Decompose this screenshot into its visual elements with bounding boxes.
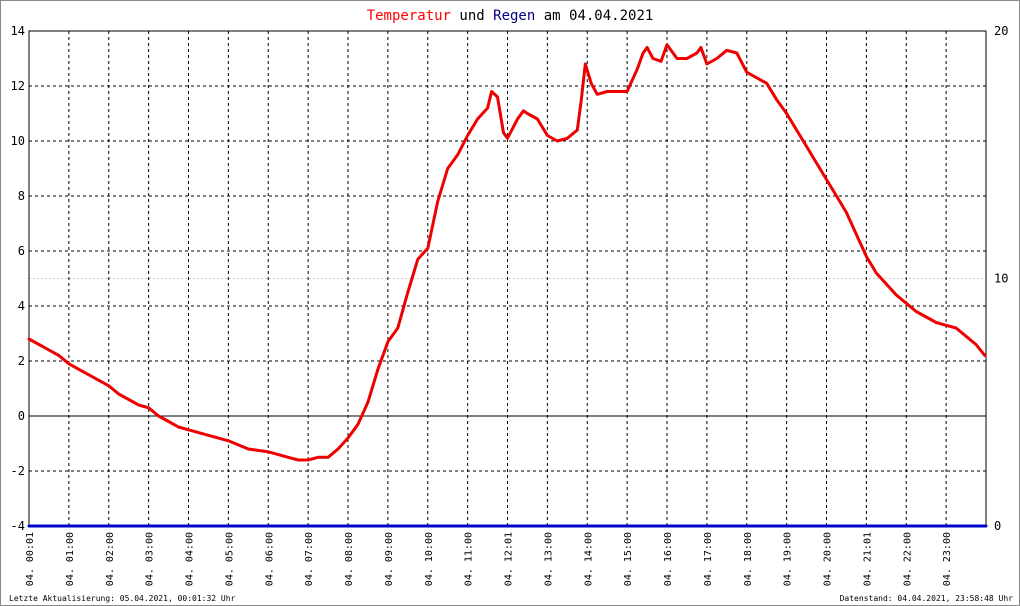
y-tick-label-left: 10: [11, 134, 25, 148]
y-tick-label-right: 0: [994, 519, 1001, 533]
x-tick-label: 04. 09:00: [384, 532, 395, 586]
x-tick-label: 04. 20:00: [823, 532, 834, 586]
x-tick-label: 04. 18:00: [743, 532, 754, 586]
y-tick-label-left: 2: [18, 354, 25, 368]
x-tick-label: 04. 12:01: [504, 532, 515, 586]
temperature-line: [27, 43, 987, 462]
series: [27, 43, 988, 528]
y-tick-label-right: 10: [994, 272, 1008, 286]
y-tick-label-left: -2: [11, 464, 25, 478]
x-tick-label: 04. 15:00: [623, 532, 634, 586]
title-date: am 04.04.2021: [535, 8, 653, 24]
x-tick-label: 04. 14:00: [583, 532, 594, 586]
x-tick-label: 04. 05:00: [224, 532, 235, 586]
x-tick-label: 04. 10:00: [424, 532, 435, 586]
y-tick-label-left: -4: [11, 519, 25, 533]
title-and: und: [451, 8, 493, 24]
x-tick-label: 04. 11:00: [464, 532, 475, 586]
tick-labels: -4 -2 0 2 4 6 8 10 12 14 0 10 20 04. 00:01 04. 01:00 04…: [11, 24, 1009, 586]
y-tick-label-left: 12: [11, 79, 25, 93]
x-tick-label: 04. 00:01: [25, 532, 36, 586]
x-tick-label: 04. 01:00: [65, 532, 76, 586]
title-rain: Regen: [493, 8, 535, 24]
footer-data-status: Datenstand: 04.04.2021, 23:58:48 Uhr: [840, 594, 1014, 603]
x-tick-label: 04. 08:00: [344, 532, 355, 586]
y-tick-label-left: 8: [18, 189, 25, 203]
y-tick-label-left: 0: [18, 409, 25, 423]
chart-title: Temperatur und Regen am 04.04.2021: [367, 8, 654, 24]
x-tick-label: 04. 17:00: [703, 532, 714, 586]
x-tick-label: 04. 04:00: [185, 532, 196, 586]
x-tick-label: 04. 21:01: [862, 532, 873, 586]
y-tick-label-left: 4: [18, 299, 25, 313]
grid: [29, 30, 986, 526]
y-tick-label-right: 20: [994, 24, 1008, 38]
y-tick-label-left: 14: [11, 24, 25, 38]
x-tick-label: 04. 07:00: [304, 532, 315, 586]
x-tick-label: 04. 22:00: [902, 532, 913, 586]
title-temperature: Temperatur: [367, 8, 451, 24]
x-tick-label: 04. 16:00: [663, 532, 674, 586]
x-tick-label: 04. 19:00: [783, 532, 794, 586]
x-tick-label: 04. 06:00: [264, 532, 275, 586]
x-tick-label: 04. 13:00: [543, 532, 554, 586]
x-tick-label: 04. 03:00: [145, 532, 156, 586]
footer-last-update: Letzte Aktualisierung: 05.04.2021, 00:01…: [9, 594, 236, 603]
x-tick-label: 04. 02:00: [105, 532, 116, 586]
y-tick-label-left: 6: [18, 244, 25, 258]
x-tick-label: 04. 23:00: [942, 532, 953, 586]
